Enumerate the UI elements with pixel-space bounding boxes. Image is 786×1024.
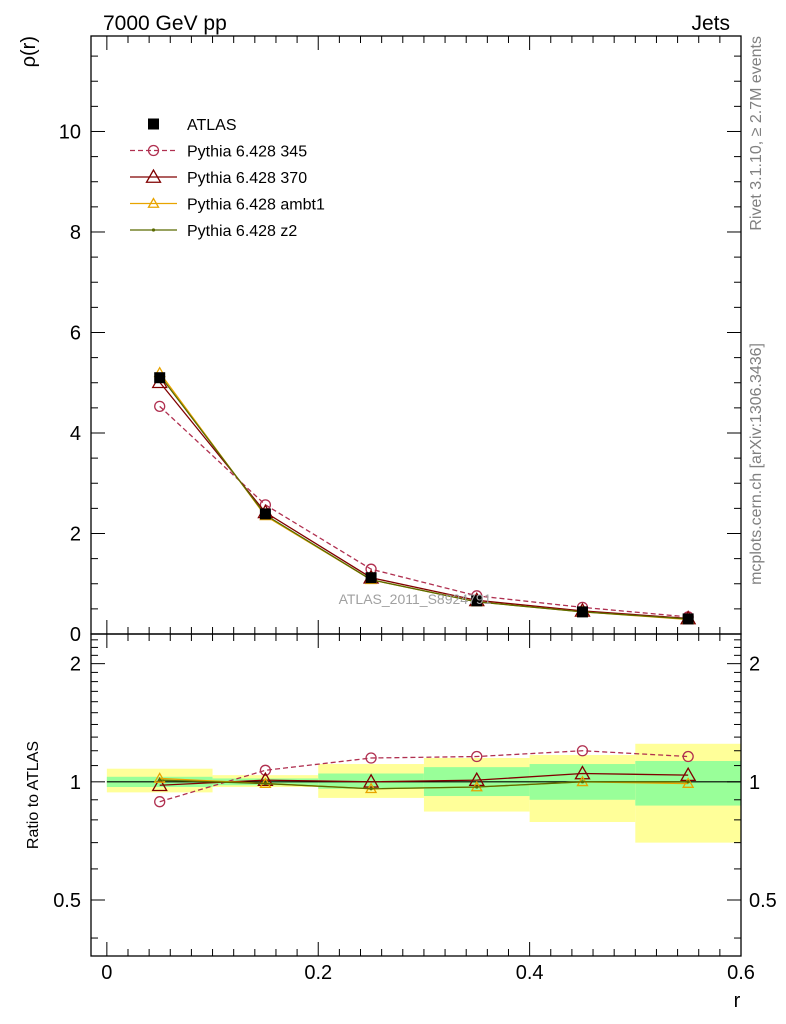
data-point-marker bbox=[365, 572, 377, 584]
x-tick-label: 0.4 bbox=[516, 962, 544, 984]
triangle-marker bbox=[147, 197, 160, 208]
header-left-label: 7000 GeV pp bbox=[103, 12, 227, 35]
main-series-line bbox=[159, 374, 689, 620]
data-point-marker bbox=[576, 606, 588, 618]
dot-marker bbox=[263, 781, 267, 786]
circle-marker bbox=[682, 750, 694, 763]
data-point-marker bbox=[148, 118, 159, 130]
ratio-y-tick-label: 2 bbox=[70, 654, 81, 676]
triangle-marker bbox=[257, 771, 274, 787]
triangle-marker bbox=[153, 772, 166, 783]
dot-marker bbox=[686, 780, 690, 784]
circle-marker bbox=[147, 144, 160, 157]
triangle-marker bbox=[362, 773, 380, 788]
triangle-marker bbox=[682, 777, 695, 788]
analysis-watermark: ATLAS_2011_S8924791 bbox=[339, 591, 492, 607]
circle-marker bbox=[154, 796, 166, 808]
x-axis-label: r bbox=[734, 990, 741, 1012]
header-right-label: Jets bbox=[691, 12, 730, 35]
triangle-marker bbox=[468, 771, 485, 787]
main-y-axis-label: ρ(r) bbox=[18, 36, 40, 67]
ratio-y-tick-label: 0.5 bbox=[53, 890, 81, 912]
mcplots-label: mcplots.cern.ch [arXiv:1306.3436] bbox=[748, 343, 765, 585]
stat-uncertainty-band bbox=[318, 773, 424, 789]
legend-label: Pythia 6.428 z2 bbox=[187, 223, 297, 240]
triangle-marker bbox=[145, 168, 162, 183]
main-y-tick-label: 8 bbox=[70, 222, 81, 244]
data-point-marker bbox=[471, 595, 483, 607]
ratio-series-line bbox=[159, 779, 689, 790]
data-point-marker bbox=[682, 613, 694, 625]
legend-label: Pythia 6.428 345 bbox=[187, 144, 307, 161]
ratio-frame bbox=[90, 633, 742, 957]
main-y-tick-label: 2 bbox=[70, 523, 81, 545]
x-tick-label: 0.6 bbox=[727, 962, 755, 984]
x-tick-label: 0.2 bbox=[304, 962, 332, 984]
main-series-line bbox=[159, 405, 689, 618]
main-y-tick-label: 0 bbox=[70, 624, 81, 646]
ratio-plot-area: 0 0.2 0.4 0.6 0.5 0.5 1 1 2 2 bbox=[53, 633, 777, 984]
main-plot-area: 0 2 4 6 8 10 bbox=[59, 35, 742, 646]
dot-marker bbox=[580, 780, 585, 784]
ratio-y-tick-label-right: 1 bbox=[749, 772, 760, 794]
ratio-series-layer bbox=[151, 745, 697, 808]
legend-label: Pythia 6.428 ambt1 bbox=[187, 197, 325, 214]
main-y-tick-label: 10 bbox=[59, 121, 81, 143]
dot-marker bbox=[475, 785, 479, 789]
triangle-marker bbox=[151, 776, 168, 792]
ratio-uncertainty-bands bbox=[106, 743, 741, 843]
ratio-y-tick-label: 1 bbox=[70, 772, 81, 794]
x-tick-label: 0 bbox=[101, 962, 112, 984]
circle-marker bbox=[471, 750, 483, 763]
circle-marker bbox=[259, 764, 272, 776]
triangle-marker bbox=[574, 765, 591, 780]
ratio-y-tick-label-right: 2 bbox=[749, 654, 760, 676]
dot-marker bbox=[158, 778, 162, 782]
rivet-version-label: Rivet 3.1.10, ≥ 2.7M events bbox=[748, 36, 765, 231]
ratio-series-line bbox=[159, 750, 689, 803]
main-series-layer bbox=[151, 366, 697, 625]
ratio-y-axis-label: Ratio to ATLAS bbox=[25, 741, 42, 849]
data-point-marker bbox=[154, 372, 166, 384]
legend-label: Pythia 6.428 370 bbox=[187, 170, 307, 187]
legend-label: ATLAS bbox=[187, 117, 237, 134]
main-y-tick-label: 4 bbox=[70, 423, 81, 445]
ratio-y-tick-label-right: 0.5 bbox=[749, 890, 777, 912]
data-point-marker bbox=[259, 508, 271, 520]
ratio-series-line bbox=[159, 772, 689, 786]
legend: ATLAS Pythia 6.428 345 Pythia 6.428 370 Pyt… bbox=[130, 117, 325, 240]
circle-marker bbox=[576, 745, 589, 757]
circle-marker bbox=[365, 752, 377, 764]
dot-marker bbox=[151, 228, 156, 232]
circle-marker bbox=[154, 400, 166, 413]
dot-marker bbox=[369, 787, 373, 791]
main-y-tick-label: 6 bbox=[70, 322, 81, 344]
